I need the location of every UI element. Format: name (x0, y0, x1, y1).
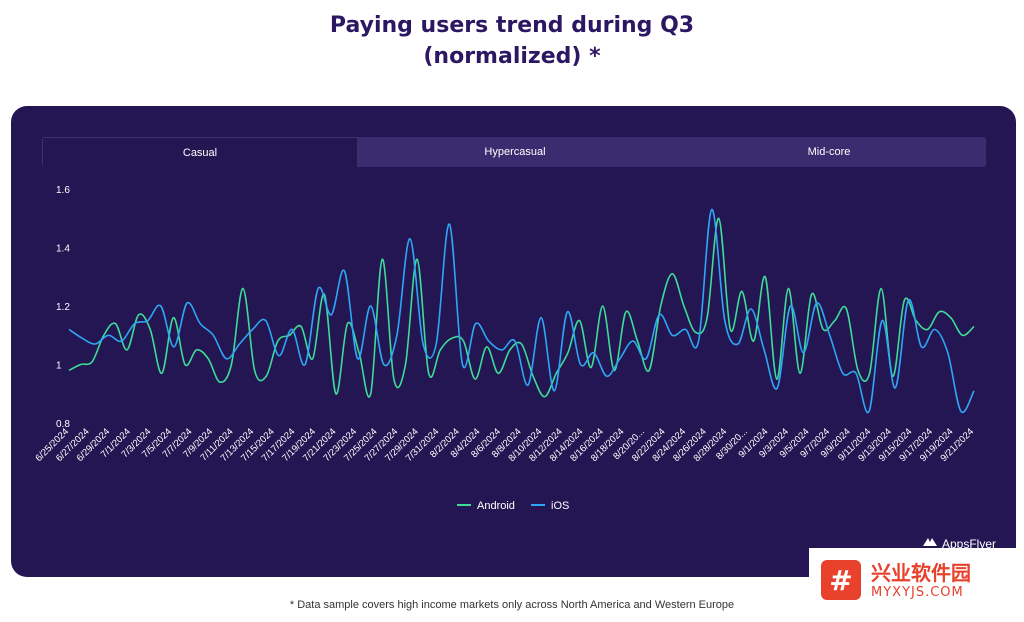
watermark-text-cn: 兴业软件园 (871, 560, 971, 585)
chart-card: Casual Hypercasual Mid-core 1.6 1.4 1.2 1 0.… (11, 106, 1016, 577)
watermark-text-en: MYXYJS.COM (871, 584, 964, 600)
legend-label: Android (477, 500, 515, 512)
appsflyer-logo-icon (922, 536, 938, 551)
chart-title: Paying users trend during Q3 (normalized… (0, 10, 1024, 72)
line-chart: 1.61.41.210.86/25/20246/27/20246/29/2024… (33, 185, 976, 512)
y-tick-label: 1.6 (56, 185, 70, 196)
legend-ios: iOS (531, 500, 569, 512)
tab-casual[interactable]: Casual (42, 137, 358, 167)
series-line-ios (68, 208, 975, 414)
watermark-logo-icon: # (821, 560, 861, 600)
chart-title-line2: (normalized) * (423, 44, 601, 69)
tab-mid-core[interactable]: Mid-core (807, 146, 851, 158)
legend-label: iOS (551, 500, 569, 512)
tab-hypercasual[interactable]: Hypercasual (484, 146, 546, 158)
watermark: # 兴业软件园 MYXYJS.COM (809, 548, 1024, 612)
y-tick-label: 1 (56, 361, 62, 372)
appsflyer-logo-text: AppsFlyer (941, 536, 996, 551)
series-line-android (68, 217, 975, 398)
legend-android: Android (457, 500, 515, 512)
y-tick-label: 1.4 (56, 244, 70, 255)
chart-title-line1: Paying users trend during Q3 (329, 13, 695, 38)
y-tick-label: 1.2 (56, 302, 70, 313)
footnote: * Data sample covers high income markets… (289, 599, 735, 611)
y-tick-label: 0.8 (56, 419, 70, 430)
appsflyer-logo: AppsFlyer (922, 536, 996, 551)
tab-bar: Casual Hypercasual Mid-core (42, 137, 986, 167)
